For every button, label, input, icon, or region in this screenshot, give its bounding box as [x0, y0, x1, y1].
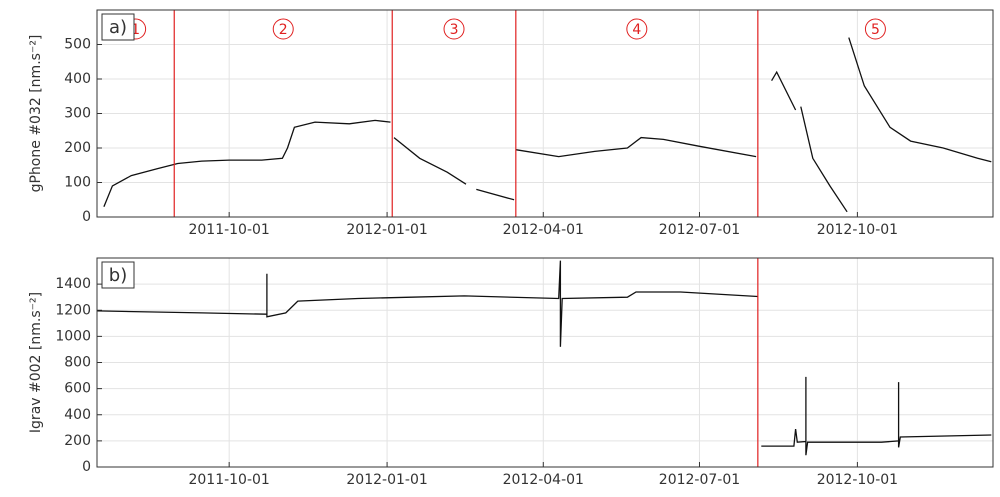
region-label: 3 — [450, 22, 459, 38]
region-marker — [626, 18, 648, 40]
y-tick-label: 200 — [64, 433, 91, 449]
x-tick-label: 2012-10-01 — [817, 472, 898, 488]
plot-frame — [96, 257, 994, 468]
x-tick-label: 2011-10-01 — [188, 222, 269, 238]
region-label: 1 — [131, 22, 140, 38]
y-tick-label: 200 — [64, 140, 91, 156]
panel-label: b) — [109, 265, 127, 286]
y-tick-label: 1200 — [55, 302, 91, 318]
panel-label-box — [101, 13, 135, 41]
region-marker — [272, 18, 294, 40]
region-marker — [443, 18, 465, 40]
x-tick-label: 2012-07-01 — [659, 472, 740, 488]
region-marker — [864, 18, 886, 40]
y-tick-label: 600 — [64, 381, 91, 397]
x-tick-label: 2012-07-01 — [659, 222, 740, 238]
x-tick-label: 2011-10-01 — [188, 472, 269, 488]
data-line — [103, 37, 992, 213]
region-label: 2 — [279, 22, 288, 38]
panel-label-box — [101, 261, 135, 289]
y-tick-label: 400 — [64, 407, 91, 423]
y-tick-label: 100 — [64, 175, 91, 191]
x-tick-label: 2012-04-01 — [503, 222, 584, 238]
y-axis-label: Igrav #002 [nm.s⁻²] — [28, 292, 44, 433]
y-axis-label: gPhone #032 [nm.s⁻²] — [28, 35, 44, 193]
y-tick-label: 0 — [82, 459, 91, 475]
y-tick-label: 1000 — [55, 328, 91, 344]
plot-frame — [96, 9, 994, 218]
x-tick-label: 2012-01-01 — [346, 472, 427, 488]
x-tick-label: 2012-04-01 — [503, 472, 584, 488]
y-tick-label: 400 — [64, 71, 91, 87]
y-tick-label: 0 — [82, 209, 91, 225]
panel-label: a) — [109, 17, 127, 38]
region-label: 5 — [871, 22, 880, 38]
x-tick-label: 2012-01-01 — [346, 222, 427, 238]
y-tick-label: 300 — [64, 106, 91, 122]
y-tick-label: 800 — [64, 355, 91, 371]
data-line — [96, 260, 992, 456]
y-tick-label: 500 — [64, 37, 91, 53]
x-tick-label: 2012-10-01 — [817, 222, 898, 238]
region-label: 4 — [632, 22, 641, 38]
y-tick-label: 1400 — [55, 276, 91, 292]
